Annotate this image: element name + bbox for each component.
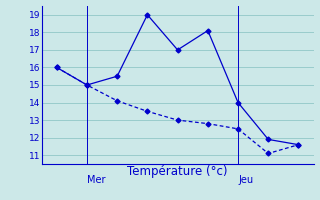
X-axis label: Température (°c): Température (°c) [127,165,228,178]
Text: Mer: Mer [87,175,105,185]
Text: Jeu: Jeu [238,175,253,185]
